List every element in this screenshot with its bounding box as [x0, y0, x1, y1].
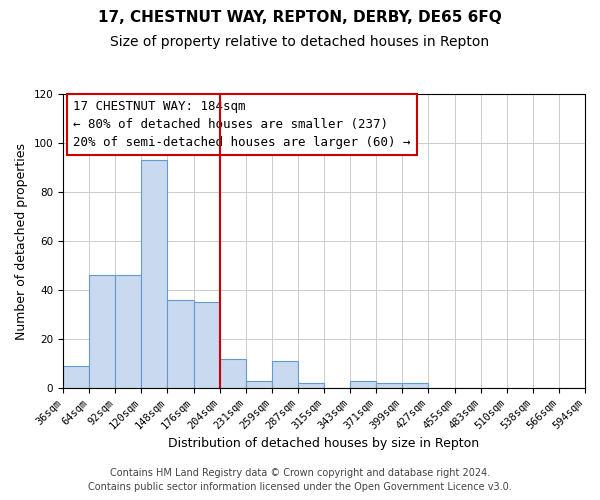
- Text: Contains HM Land Registry data © Crown copyright and database right 2024.
Contai: Contains HM Land Registry data © Crown c…: [88, 468, 512, 492]
- Bar: [376, 383, 403, 388]
- Bar: [246, 381, 272, 388]
- Text: 17, CHESTNUT WAY, REPTON, DERBY, DE65 6FQ: 17, CHESTNUT WAY, REPTON, DERBY, DE65 6F…: [98, 10, 502, 25]
- Bar: [220, 358, 246, 388]
- Bar: [272, 361, 298, 388]
- Bar: [298, 383, 324, 388]
- Bar: [350, 381, 376, 388]
- Text: 17 CHESTNUT WAY: 184sqm
← 80% of detached houses are smaller (237)
20% of semi-d: 17 CHESTNUT WAY: 184sqm ← 80% of detache…: [73, 100, 411, 149]
- Bar: [194, 302, 220, 388]
- Bar: [89, 276, 115, 388]
- Bar: [142, 160, 167, 388]
- Bar: [403, 383, 428, 388]
- Text: Size of property relative to detached houses in Repton: Size of property relative to detached ho…: [110, 35, 490, 49]
- Bar: [167, 300, 194, 388]
- Bar: [63, 366, 89, 388]
- Bar: [115, 276, 142, 388]
- X-axis label: Distribution of detached houses by size in Repton: Distribution of detached houses by size …: [169, 437, 479, 450]
- Y-axis label: Number of detached properties: Number of detached properties: [15, 142, 28, 340]
